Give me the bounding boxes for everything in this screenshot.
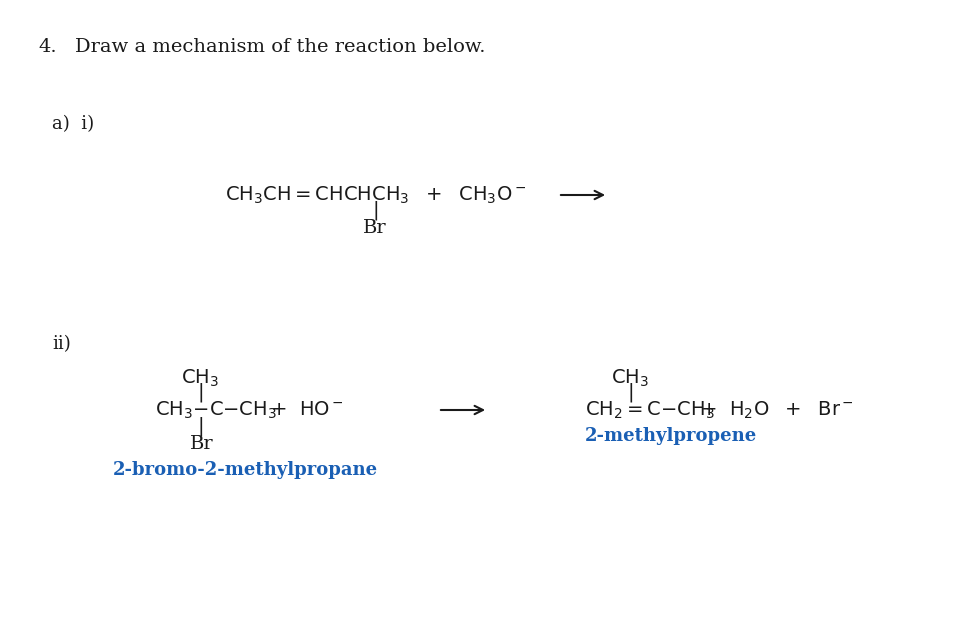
- Text: $\rm CH_2{=}C{-}CH_3$: $\rm CH_2{=}C{-}CH_3$: [585, 399, 714, 421]
- Text: $|$: $|$: [627, 381, 633, 404]
- Text: $\rm CH_3$: $\rm CH_3$: [181, 367, 219, 389]
- Text: 2-methylpropene: 2-methylpropene: [585, 427, 757, 445]
- Text: $|$: $|$: [197, 381, 203, 404]
- Text: $\rm CH_3CH{=}CHCHCH_3\ \ +\ \ CH_3O^-$: $\rm CH_3CH{=}CHCHCH_3\ \ +\ \ CH_3O^-$: [225, 184, 527, 206]
- Text: $\rm CH_3{-}C{-}CH_3$: $\rm CH_3{-}C{-}CH_3$: [155, 399, 277, 421]
- Text: a)  i): a) i): [52, 115, 94, 133]
- Text: $|$: $|$: [372, 198, 378, 222]
- Text: 2-bromo-2-methylpropane: 2-bromo-2-methylpropane: [113, 461, 378, 479]
- Text: 4.: 4.: [38, 38, 56, 56]
- Text: Br: Br: [190, 435, 214, 453]
- Text: Draw a mechanism of the reaction below.: Draw a mechanism of the reaction below.: [75, 38, 485, 56]
- Text: $+\ \ \rm HO^-$: $+\ \ \rm HO^-$: [270, 401, 344, 419]
- Text: Br: Br: [364, 219, 387, 237]
- Text: ii): ii): [52, 335, 71, 353]
- Text: $|$: $|$: [197, 416, 203, 438]
- Text: $\rm CH_3$: $\rm CH_3$: [611, 367, 649, 389]
- Text: $+\ \ \rm H_2O\ \ +\ \ Br^-$: $+\ \ \rm H_2O\ \ +\ \ Br^-$: [700, 399, 854, 421]
